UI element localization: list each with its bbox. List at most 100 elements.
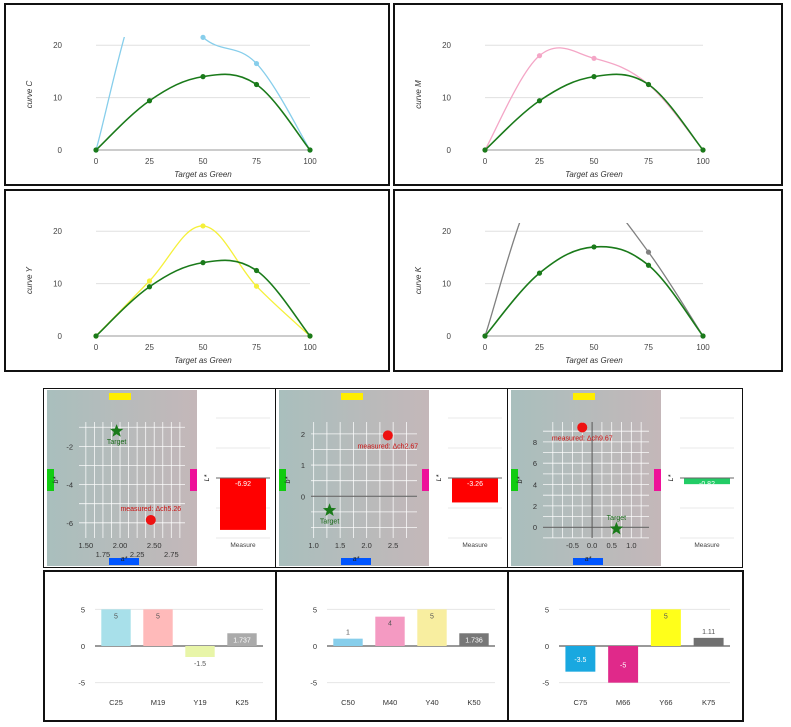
curve-y-chart: 0 10 20 0 25 50 75 100 Target as Green curve Y <box>25 223 317 365</box>
data-point-green <box>200 260 206 266</box>
x-tick-label: 1.5 <box>335 541 345 550</box>
category-label: M40 <box>383 698 398 707</box>
data-point-yellow <box>146 278 153 284</box>
x-tick-label: 75 <box>644 343 653 352</box>
delta-bars-panel-3: 5 0 -5 -3.5 C75 -5 M66 5 Y66 1.11 K75 <box>507 570 744 722</box>
data-point-yellow <box>253 283 260 289</box>
category-label: M66 <box>616 698 631 707</box>
x-tick-label: 50 <box>199 157 208 166</box>
series-line-black <box>484 223 704 337</box>
data-point-green <box>536 98 543 104</box>
y-tick-label: 20 <box>53 227 62 236</box>
y-tick-label: -2 <box>66 442 73 451</box>
data-point-green <box>645 262 652 268</box>
x-tick-label: 100 <box>696 343 710 352</box>
category-label: C50 <box>341 698 355 707</box>
category-label: C75 <box>573 698 587 707</box>
x-tick-label: 2.00 <box>113 541 128 550</box>
y-tick-label: 0 <box>545 642 549 651</box>
y-tick-label: -4 <box>66 481 73 490</box>
category-label: C25 <box>109 698 123 707</box>
measured-label: measured: Δch9.67 <box>552 435 613 442</box>
x-tick-label: 2.0 <box>361 541 371 550</box>
target-star <box>322 503 337 516</box>
y-tick-label: 0 <box>58 332 63 341</box>
delta-bar-K50 <box>459 633 489 646</box>
x-tick-label: 0 <box>483 343 488 352</box>
bar-value-label: 1.11 <box>702 629 715 636</box>
y-tick-label: 0 <box>301 492 305 501</box>
y-tick-label: 5 <box>81 605 85 614</box>
target-label: Target <box>320 518 340 525</box>
y-axis-label: b* <box>517 476 524 483</box>
x-tick-label: 2.75 <box>164 550 179 559</box>
curve-k-panel: 0 10 20 0 25 50 75 100 Target as Green curve K <box>393 189 783 372</box>
delta-bar-M66 <box>608 646 639 683</box>
data-point-green <box>146 98 153 104</box>
x-tick-label: 100 <box>303 157 317 166</box>
data-point-green <box>700 147 706 153</box>
ab-plane-1: -2 -4 -6 1.501.752.002.252.502.75 a* b* Target… <box>47 390 197 566</box>
lightness-value: -3.26 <box>467 481 483 488</box>
data-point-green <box>200 74 206 80</box>
y-tick-label: 5 <box>313 605 317 614</box>
data-point-green <box>93 333 99 339</box>
bar-value-label: 5 <box>430 613 434 620</box>
y-axis-label: b* <box>53 476 60 483</box>
x-tick-label: 2.50 <box>147 541 162 550</box>
x-tick-label: 0 <box>483 157 488 166</box>
blue-indicator <box>341 558 371 565</box>
x-axis-label: Target as Green <box>565 170 623 179</box>
x-tick-label: 1.50 <box>79 541 94 550</box>
data-point-green <box>146 284 153 290</box>
y-tick-label: -5 <box>542 679 549 688</box>
y-tick-label: 10 <box>53 94 62 103</box>
category-label: Measure <box>694 542 720 549</box>
x-axis-label: Target as Green <box>174 170 232 179</box>
measured-point <box>382 430 393 441</box>
x-tick-label: -0.5 <box>566 541 579 550</box>
blue-indicator <box>109 558 139 565</box>
measured-point <box>577 422 588 433</box>
blue-indicator <box>573 558 603 565</box>
bar-value-label: 5 <box>156 613 160 620</box>
y-axis-label: curve Y <box>25 266 34 294</box>
plane-background <box>511 390 661 566</box>
y-tick-label: 0 <box>313 642 317 651</box>
data-point-green <box>253 81 260 88</box>
curve-y-panel: 0 10 20 0 25 50 75 100 Target as Green curve Y <box>4 189 390 372</box>
data-point-green <box>93 147 99 153</box>
lightness-bar <box>684 478 730 485</box>
y-axis-label: L* <box>436 474 443 481</box>
delta-bar-Y66 <box>650 609 681 646</box>
data-point-black <box>645 249 652 255</box>
x-tick-label: 75 <box>252 157 261 166</box>
category-label: Measure <box>462 542 488 549</box>
magenta-indicator <box>654 469 661 491</box>
y-tick-label: 20 <box>442 227 451 236</box>
x-tick-label: 1.0 <box>308 541 318 550</box>
curve-c-panel: 0 10 20 0 25 50 75 100 Target as Green curve C <box>4 3 390 186</box>
bar-value-label: 4 <box>388 621 392 628</box>
x-tick-label: 50 <box>590 157 599 166</box>
delta-bar-Y19 <box>185 646 215 657</box>
yellow-indicator <box>573 393 595 400</box>
delta-bar-C50 <box>333 638 363 646</box>
data-point-green <box>307 147 313 153</box>
data-point-green <box>482 147 488 153</box>
y-tick-label: -5 <box>78 679 85 688</box>
y-axis-label: L* <box>204 474 211 481</box>
x-tick-label: 100 <box>696 157 710 166</box>
y-tick-label: 10 <box>442 94 451 103</box>
y-tick-label: 2 <box>301 430 305 439</box>
x-tick-label: 1.75 <box>96 550 111 559</box>
lightness-chart-3: -0.82 Measure L* <box>668 417 734 549</box>
category-label: K75 <box>702 698 715 707</box>
green-indicator <box>511 469 518 491</box>
delta-bar-Y40 <box>417 609 447 646</box>
yellow-indicator <box>341 393 363 400</box>
bar-value-label: -5 <box>620 662 626 669</box>
category-label: Measure <box>230 542 256 549</box>
target-label: Target <box>107 439 127 446</box>
curve-m-chart: 0 10 20 0 25 50 75 100 Target as Green curve M <box>414 41 710 179</box>
